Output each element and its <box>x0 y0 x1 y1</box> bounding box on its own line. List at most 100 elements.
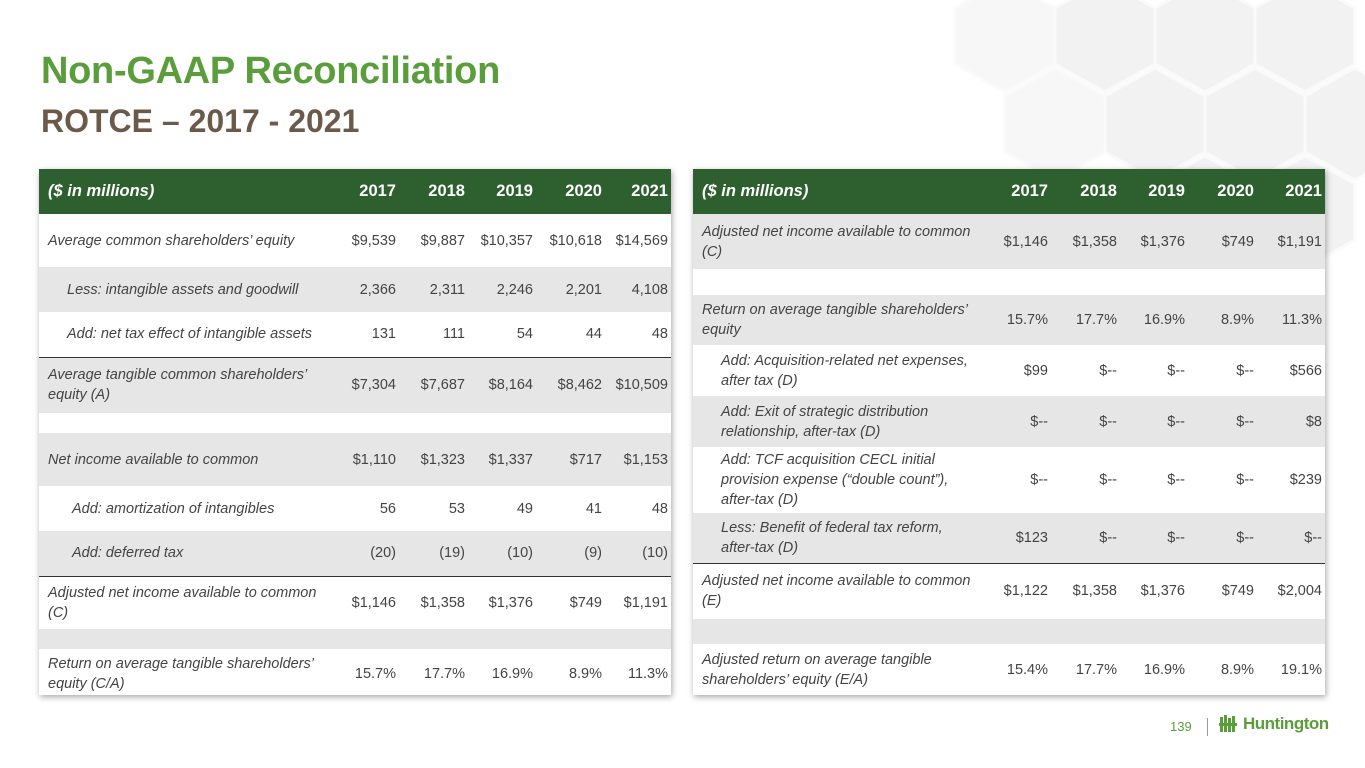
row-value: $-- <box>1030 472 1048 488</box>
row-value: 16.9% <box>1143 661 1185 678</box>
row-label: Adjusted return on average tangible shar… <box>702 651 932 688</box>
row-value: 16.9% <box>491 666 533 682</box>
row-value: $-- <box>1167 362 1185 379</box>
row-value: 15.7% <box>1006 312 1048 328</box>
row-value: 8.9% <box>1220 661 1254 678</box>
row-value: $7,687 <box>399 356 468 413</box>
row-value: 4,108 <box>631 281 668 298</box>
row-value: $1,358 <box>399 575 468 629</box>
row-value: 8.9% <box>1220 312 1254 328</box>
row-value: 17.7% <box>1075 312 1117 328</box>
row-label: Less: Benefit of federal tax reform, aft… <box>721 519 943 556</box>
row-value: $1,153 <box>623 451 668 468</box>
row-value: $7,304 <box>323 356 399 413</box>
row-value: 48 <box>651 500 668 517</box>
row-label: Adjusted net income available to common … <box>39 575 323 629</box>
row-value: 2,246 <box>496 281 533 298</box>
row-value: $9,887 <box>420 232 465 249</box>
row-value: $1,110 <box>352 451 396 468</box>
row-value: $-- <box>1099 529 1117 546</box>
table-row: Add: amortization of intangibles 56 53 4… <box>39 486 671 531</box>
table-row: Less: Benefit of federal tax reform, aft… <box>693 513 1325 563</box>
row-value: 111 <box>442 326 465 343</box>
spacer-cell <box>39 413 671 433</box>
spacer-cell <box>39 629 671 649</box>
header-year: 2019 <box>496 182 533 200</box>
spacer-cell <box>693 619 1325 644</box>
table-row: Less: intangible assets and goodwill 2,3… <box>39 267 671 312</box>
row-label: Average tangible common shareholders’ eq… <box>39 356 323 413</box>
header-year: 2017 <box>1011 182 1048 200</box>
row-label: Less: intangible assets and goodwill <box>67 281 299 298</box>
row-value: $9,539 <box>351 232 396 249</box>
header-year: 2018 <box>428 182 465 200</box>
footer-divider <box>1207 718 1208 736</box>
row-value: 17.7% <box>1075 661 1117 678</box>
row-value: 2,201 <box>565 281 602 298</box>
row-value: $1,358 <box>1051 562 1120 619</box>
row-value: $239 <box>1289 472 1322 488</box>
row-value: 15.4% <box>1006 661 1048 678</box>
header-year: 2017 <box>359 182 396 200</box>
row-value: $1,122 <box>982 562 1051 619</box>
page-number: 139 <box>1170 719 1192 734</box>
table-row: Return on average tangible shareholders’… <box>693 295 1325 345</box>
spacer-row <box>693 619 1325 644</box>
header-year: 2020 <box>565 182 602 200</box>
row-value: $-- <box>1167 472 1185 488</box>
right-reconciliation-table: ($ in millions) 2017 2018 2019 2020 2021… <box>693 169 1325 695</box>
header-year: 2021 <box>1285 182 1322 200</box>
spacer-row <box>39 629 671 649</box>
left-reconciliation-table: ($ in millions) 2017 2018 2019 2020 2021… <box>39 169 671 699</box>
row-value: $1,376 <box>468 575 536 629</box>
header-units: ($ in millions) <box>702 182 809 200</box>
header-year: 2018 <box>1080 182 1117 200</box>
header-year: 2019 <box>1148 182 1185 200</box>
row-value: $8,164 <box>468 356 536 413</box>
row-value: (10) <box>507 545 533 562</box>
row-label: Add: amortization of intangibles <box>72 500 275 517</box>
row-value: $-- <box>1167 529 1185 546</box>
table-row: Add: Exit of strategic distribution rela… <box>693 396 1325 447</box>
row-value: $-- <box>1167 413 1185 430</box>
row-value: 19.1% <box>1280 661 1322 678</box>
row-value: $717 <box>569 451 602 468</box>
spacer-cell <box>693 269 1325 295</box>
table-row: Average tangible common shareholders’ eq… <box>39 356 671 413</box>
row-value: 41 <box>585 500 602 517</box>
table-row: Adjusted net income available to common … <box>39 575 671 629</box>
row-value: (19) <box>439 545 465 562</box>
row-value: $123 <box>1015 529 1048 546</box>
row-value: $1,146 <box>1003 233 1048 250</box>
row-value: $10,618 <box>549 232 602 249</box>
row-value: $1,191 <box>605 575 671 629</box>
row-value: 8.9% <box>568 666 602 682</box>
row-value: $749 <box>1221 233 1254 250</box>
row-value: $8 <box>1305 413 1322 430</box>
row-value: $1,337 <box>488 451 533 468</box>
row-value: $8,462 <box>536 356 605 413</box>
row-value: $-- <box>1099 413 1117 430</box>
row-label: Average common shareholders’ equity <box>48 232 295 249</box>
row-value: $1,358 <box>1072 233 1117 250</box>
row-value: 2,311 <box>429 281 465 298</box>
huntington-logo: Huntington <box>1219 714 1329 734</box>
row-label: Add: TCF acquisition CECL initial provis… <box>721 452 949 508</box>
row-label: Add: deferred tax <box>72 545 184 562</box>
logo-wordmark: Huntington <box>1243 714 1329 733</box>
row-value: $-- <box>1099 472 1117 488</box>
row-value: $-- <box>1099 362 1117 379</box>
right-reconciliation-panel: ($ in millions) 2017 2018 2019 2020 2021… <box>693 169 1325 695</box>
table-row: Net income available to common $1,110 $1… <box>39 433 671 486</box>
row-value: 54 <box>516 326 533 343</box>
row-value: $566 <box>1289 362 1322 379</box>
row-value: $10,509 <box>605 356 671 413</box>
row-value: 11.3% <box>1281 312 1322 328</box>
row-value: $1,376 <box>1120 562 1188 619</box>
header-units: ($ in millions) <box>48 182 155 200</box>
row-value: $14,569 <box>615 232 668 249</box>
table-header-row: ($ in millions) 2017 2018 2019 2020 2021 <box>693 169 1325 214</box>
row-value: 16.9% <box>1143 312 1185 328</box>
row-label: Adjusted net income available to common … <box>693 562 982 619</box>
row-value: $-- <box>1030 413 1048 430</box>
